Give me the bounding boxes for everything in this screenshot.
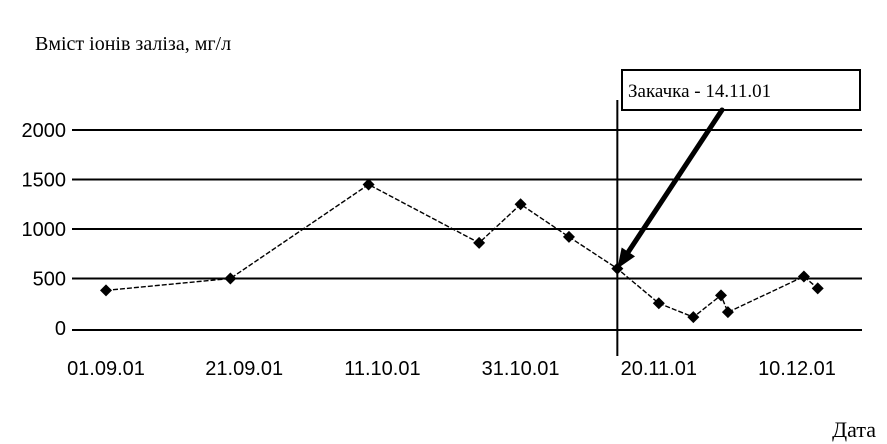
x-tick-label: 01.09.01 bbox=[67, 358, 145, 380]
data-point bbox=[362, 178, 375, 191]
x-tick-label: 31.10.01 bbox=[482, 358, 560, 380]
x-axis-label: Дата bbox=[832, 417, 876, 442]
gridlines bbox=[72, 129, 862, 331]
series-layer bbox=[105, 183, 819, 318]
x-tick-label: 11.10.01 bbox=[344, 358, 420, 380]
y-tick-label: 2000 bbox=[22, 120, 67, 142]
y-tick-label: 1500 bbox=[22, 170, 67, 192]
y-axis-ticks: 0 500 1000 1500 2000 bbox=[22, 120, 67, 340]
data-point bbox=[721, 306, 734, 319]
data-point bbox=[100, 284, 112, 297]
data-point bbox=[797, 270, 810, 283]
data-point bbox=[687, 311, 700, 324]
chart-title: Вміст іонів заліза, мг/л bbox=[35, 33, 231, 55]
x-axis-ticks: 01.09.01 21.09.01 11.10.01 31.10.01 20.11.01… bbox=[67, 358, 836, 380]
y-tick-label: 500 bbox=[33, 269, 66, 291]
annotation-text: Закачка - 14.11.01 bbox=[628, 81, 771, 102]
annotation-layer: Закачка - 14.11.01 bbox=[616, 69, 861, 356]
annotation-arrow-shaft bbox=[625, 107, 725, 255]
annotation-arrow-head bbox=[617, 247, 636, 269]
annotation-box bbox=[621, 69, 861, 111]
x-tick-label: 20.11.01 bbox=[621, 358, 697, 380]
data-point bbox=[652, 297, 665, 310]
data-point bbox=[224, 272, 237, 285]
data-point bbox=[514, 198, 527, 211]
x-tick-label: 10.12.01 bbox=[758, 358, 836, 380]
x-tick-label: 21.09.01 bbox=[205, 358, 283, 380]
data-point bbox=[562, 230, 575, 243]
series-line bbox=[105, 183, 819, 318]
y-tick-label: 1000 bbox=[22, 219, 67, 241]
y-tick-label: 0 bbox=[55, 318, 66, 340]
data-point bbox=[714, 289, 727, 302]
marker-layer bbox=[100, 178, 824, 324]
data-point bbox=[473, 236, 486, 249]
data-point bbox=[811, 282, 824, 295]
